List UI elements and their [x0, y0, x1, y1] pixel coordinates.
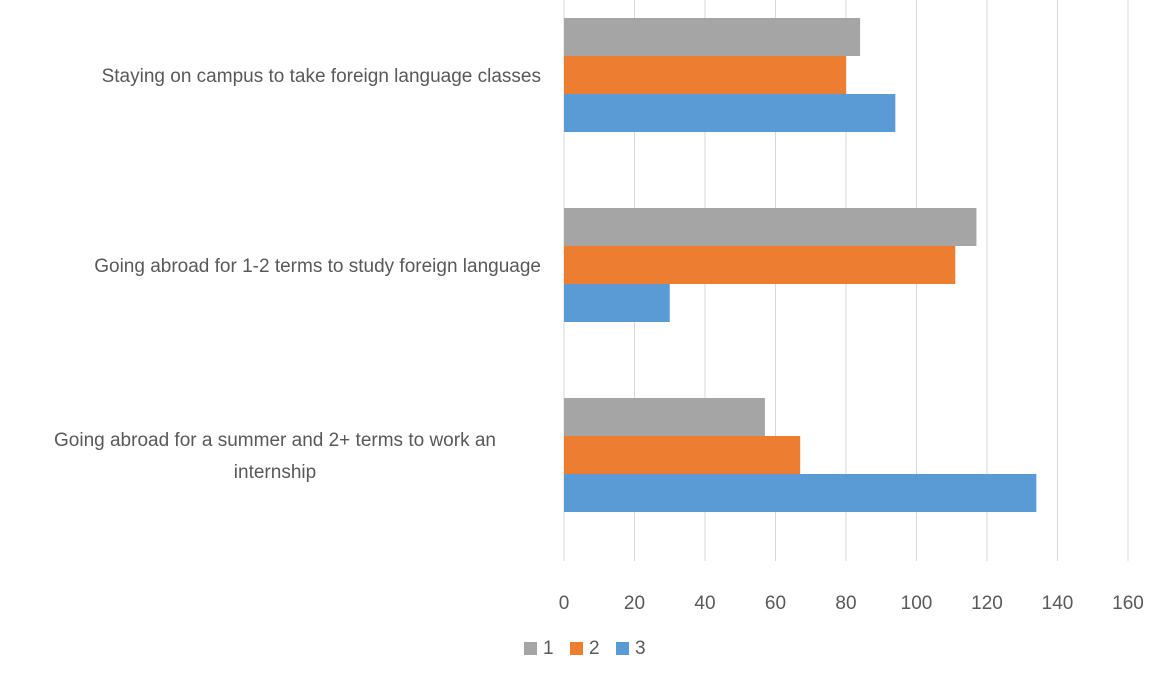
- x-tick-label: 0: [559, 593, 570, 614]
- x-tick-label: 20: [624, 593, 645, 614]
- x-tick-label: 120: [971, 593, 1003, 614]
- x-tick-label: 60: [765, 593, 786, 614]
- legend-swatch-1: [524, 642, 537, 655]
- category-label: Going abroad for a summer and 2+ terms t…: [54, 430, 496, 451]
- legend-label-2: 2: [589, 638, 600, 659]
- legend-label-3: 3: [635, 638, 646, 659]
- x-tick-label: 40: [694, 593, 715, 614]
- legend-swatch-2: [570, 642, 583, 655]
- category-label: Staying on campus to take foreign langua…: [102, 66, 541, 87]
- category-label: Going abroad for 1-2 terms to study fore…: [94, 256, 541, 277]
- bar-3-2: [564, 284, 670, 322]
- bar-1-2: [564, 208, 977, 246]
- bar-2-1: [564, 56, 846, 94]
- bar-1-1: [564, 18, 861, 56]
- category-label: internship: [234, 462, 316, 483]
- legend-swatch-3: [616, 642, 629, 655]
- bar-2-3: [564, 436, 801, 474]
- x-tick-label: 100: [901, 593, 933, 614]
- x-tick-label: 160: [1112, 593, 1144, 614]
- bar-3-1: [564, 94, 896, 132]
- bar-3-3: [564, 474, 1037, 512]
- bar-1-3: [564, 398, 765, 436]
- x-tick-label: 80: [835, 593, 856, 614]
- x-tick-label: 140: [1042, 593, 1074, 614]
- bar-2-2: [564, 246, 956, 284]
- legend-label-1: 1: [543, 638, 554, 659]
